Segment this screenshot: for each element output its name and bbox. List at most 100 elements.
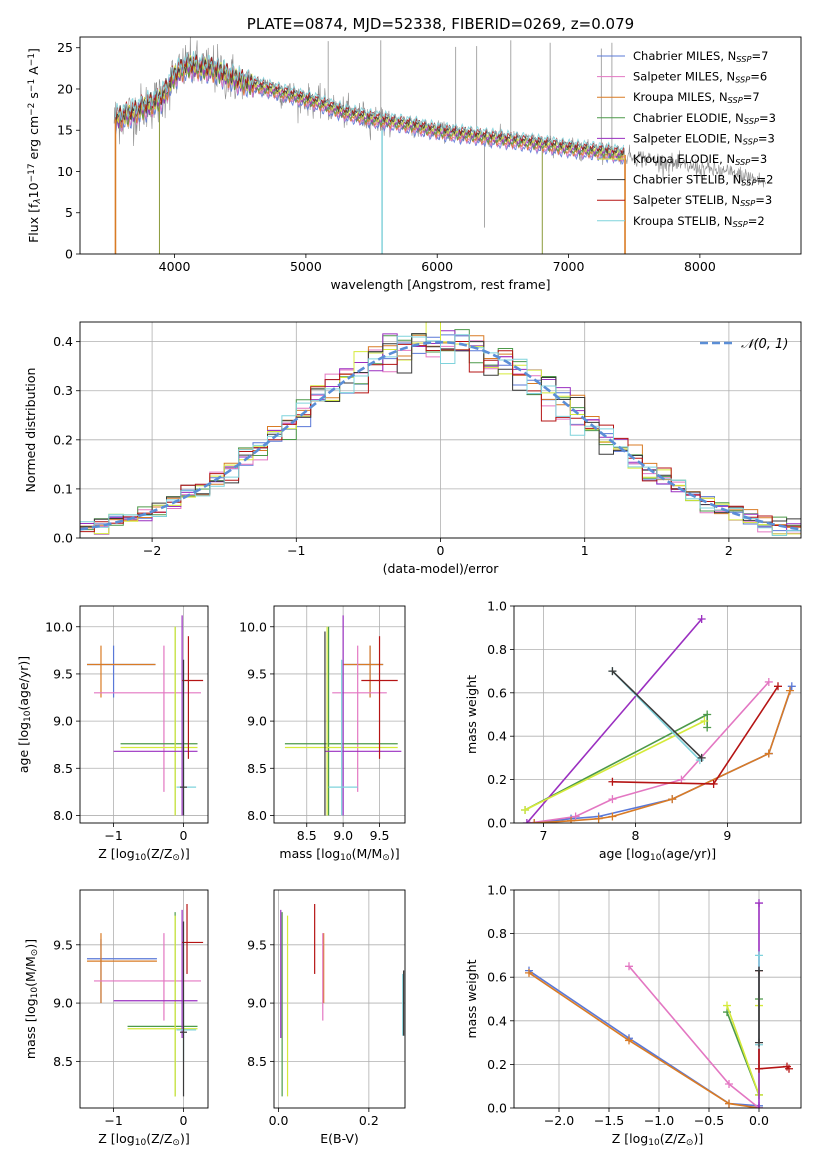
weight-marker bbox=[703, 723, 712, 732]
weight-series bbox=[522, 615, 706, 823]
errorbar-point bbox=[113, 615, 198, 816]
x-tick-label: 7 bbox=[539, 828, 547, 843]
weight-series bbox=[525, 968, 763, 1108]
legend-entry: 𝒩(0, 1) bbox=[741, 337, 788, 352]
y-tick-label: 0.0 bbox=[487, 816, 507, 831]
errorbar-point bbox=[127, 915, 198, 1097]
age-vs-mass-xlabel-part: )] bbox=[390, 846, 400, 861]
legend-entry: Salpeter STELIB, NSSP=3 bbox=[633, 193, 772, 208]
age-vs-mass-frame bbox=[273, 605, 406, 824]
errorbar-point bbox=[86, 938, 157, 1004]
legend-entry-n: =2 bbox=[748, 214, 765, 228]
y-tick-label: 8.0 bbox=[53, 808, 73, 823]
errorbar-point bbox=[86, 645, 156, 698]
spectrum-axes: 4000 5000 6000 7000 8000 0 5 10 15 20 25 bbox=[57, 40, 716, 274]
mass-vs-ebv-frame bbox=[273, 889, 406, 1109]
age-vs-mass-xlabel-part: ⊙ bbox=[382, 853, 390, 863]
y-tick-label: 1.0 bbox=[487, 883, 507, 898]
age-vs-Z-axes: −1 0 8.0 8.5 9.0 9.5 10.0 bbox=[45, 606, 208, 843]
residuals-frame bbox=[79, 321, 802, 539]
spectrum-plot bbox=[113, 37, 766, 254]
weight-line bbox=[528, 972, 760, 1108]
spectrum-ylabel-part: λ bbox=[33, 198, 43, 204]
mass-vs-Z-ylabel-part: 10 bbox=[30, 987, 40, 999]
x-tick-label: −0.5 bbox=[694, 1113, 724, 1128]
residuals-ylabel: Normed distribution bbox=[23, 368, 38, 493]
x-tick-label: −1.5 bbox=[594, 1113, 624, 1128]
mass-weight-vs-age-ylabel: mass weight bbox=[464, 675, 479, 754]
mass-weight-vs-age-xlabel-part: (age/yr)] bbox=[661, 846, 716, 861]
legend-entry-name: Salpeter MILES, N bbox=[633, 70, 735, 84]
legend-entry: Salpeter MILES, NSSP=6 bbox=[633, 70, 767, 85]
weight-marker bbox=[521, 805, 530, 814]
errorbar-point bbox=[182, 636, 204, 759]
errorbar-point bbox=[180, 921, 188, 1097]
mass-weight-vs-age-xlabel-part: 10 bbox=[650, 853, 662, 863]
mass-weight-vs-age-xlabel-part: age [log bbox=[599, 846, 650, 861]
mass-vs-Z-ylabel-part: )] bbox=[23, 939, 38, 949]
spectrum-ylabel: Flux [fλ10−17 erg cm−2 s−1 A−1] bbox=[26, 48, 43, 243]
weight-marker bbox=[697, 753, 706, 762]
errorbar-point bbox=[361, 636, 398, 759]
mass-weight-vs-Z-plot bbox=[525, 899, 793, 1108]
legend-entry: Chabrier MILES, NSSP=7 bbox=[633, 49, 768, 64]
legend-entry-sub: SSP bbox=[735, 157, 750, 167]
weight-marker bbox=[571, 812, 580, 821]
age-vs-mass-plot bbox=[284, 615, 402, 816]
weight-marker bbox=[530, 819, 539, 823]
spectrum-ylabel-part: ] bbox=[26, 48, 41, 53]
mass-weight-vs-Z-frame bbox=[513, 889, 802, 1109]
weight-line bbox=[628, 965, 760, 1108]
weight-marker bbox=[755, 966, 763, 975]
weight-series bbox=[530, 682, 796, 823]
y-tick-label: 25 bbox=[57, 40, 73, 55]
weight-line bbox=[524, 720, 705, 811]
age-vs-Z-ylabel: age [log10(age/yr)] bbox=[16, 656, 33, 773]
mass-weight-vs-Z-xlabel-part: Z [log bbox=[612, 1131, 648, 1146]
y-tick-label: 10.0 bbox=[239, 619, 267, 634]
y-tick-label: 8.5 bbox=[247, 1054, 267, 1069]
legend-entry-n: =6 bbox=[750, 70, 767, 84]
mass-weight-vs-Z-xlabel-part: )] bbox=[693, 1131, 703, 1146]
x-tick-label: 0.0 bbox=[269, 1113, 289, 1128]
weight-marker bbox=[625, 1036, 633, 1045]
spectrum-ylabel-part: −1 bbox=[27, 79, 37, 92]
y-tick-label: 20 bbox=[57, 81, 73, 96]
x-tick-label: 9 bbox=[723, 828, 731, 843]
x-tick-label: 5000 bbox=[290, 259, 322, 274]
weight-marker bbox=[697, 615, 706, 624]
legend-entry: Salpeter ELODIE, NSSP=3 bbox=[633, 131, 775, 146]
spectrum-xlabel: wavelength [Angstrom, rest frame] bbox=[330, 277, 550, 292]
errorbar-point bbox=[93, 645, 202, 792]
legend-entry-n: =3 bbox=[755, 193, 772, 207]
x-tick-label: −1 bbox=[287, 543, 305, 558]
weight-marker bbox=[774, 682, 783, 691]
y-tick-label: 0.2 bbox=[487, 1057, 507, 1072]
legend-entry-sub: SSP bbox=[744, 116, 759, 126]
errorbar-point bbox=[332, 645, 387, 792]
y-tick-label: 8.5 bbox=[53, 761, 73, 776]
mass-weight-vs-age-xlabel: age [log10(age/yr)] bbox=[599, 846, 716, 863]
model-spectrum bbox=[115, 63, 625, 165]
weight-marker bbox=[755, 1038, 763, 1047]
y-tick-label: 0.6 bbox=[487, 970, 507, 985]
age-vs-Z-xlabel: Z [log10(Z/Z⊙)] bbox=[98, 846, 189, 863]
weight-marker bbox=[625, 962, 633, 971]
age-vs-mass-xlabel-part: mass [log bbox=[279, 846, 340, 861]
spectrum-ylabel-part: Flux [f bbox=[26, 203, 41, 243]
weight-series bbox=[755, 966, 763, 1047]
x-tick-label: 6000 bbox=[421, 259, 453, 274]
legend-entry-sub: SSP bbox=[736, 54, 751, 64]
legend-entry-name: Chabrier MILES, N bbox=[633, 49, 736, 63]
y-tick-label: 0.1 bbox=[53, 481, 73, 496]
age-vs-Z-xlabel-part: ⊙ bbox=[172, 853, 180, 863]
y-tick-label: 9.0 bbox=[53, 714, 73, 729]
weight-marker bbox=[525, 968, 533, 977]
y-tick-label: 0.8 bbox=[487, 926, 507, 941]
weight-series bbox=[521, 710, 712, 814]
legend-entry: Chabrier ELODIE, NSSP=3 bbox=[633, 111, 776, 126]
weight-series bbox=[521, 717, 709, 814]
y-tick-label: 8.0 bbox=[247, 808, 267, 823]
mass-vs-Z-ylabel-part: (M/M bbox=[23, 956, 38, 987]
